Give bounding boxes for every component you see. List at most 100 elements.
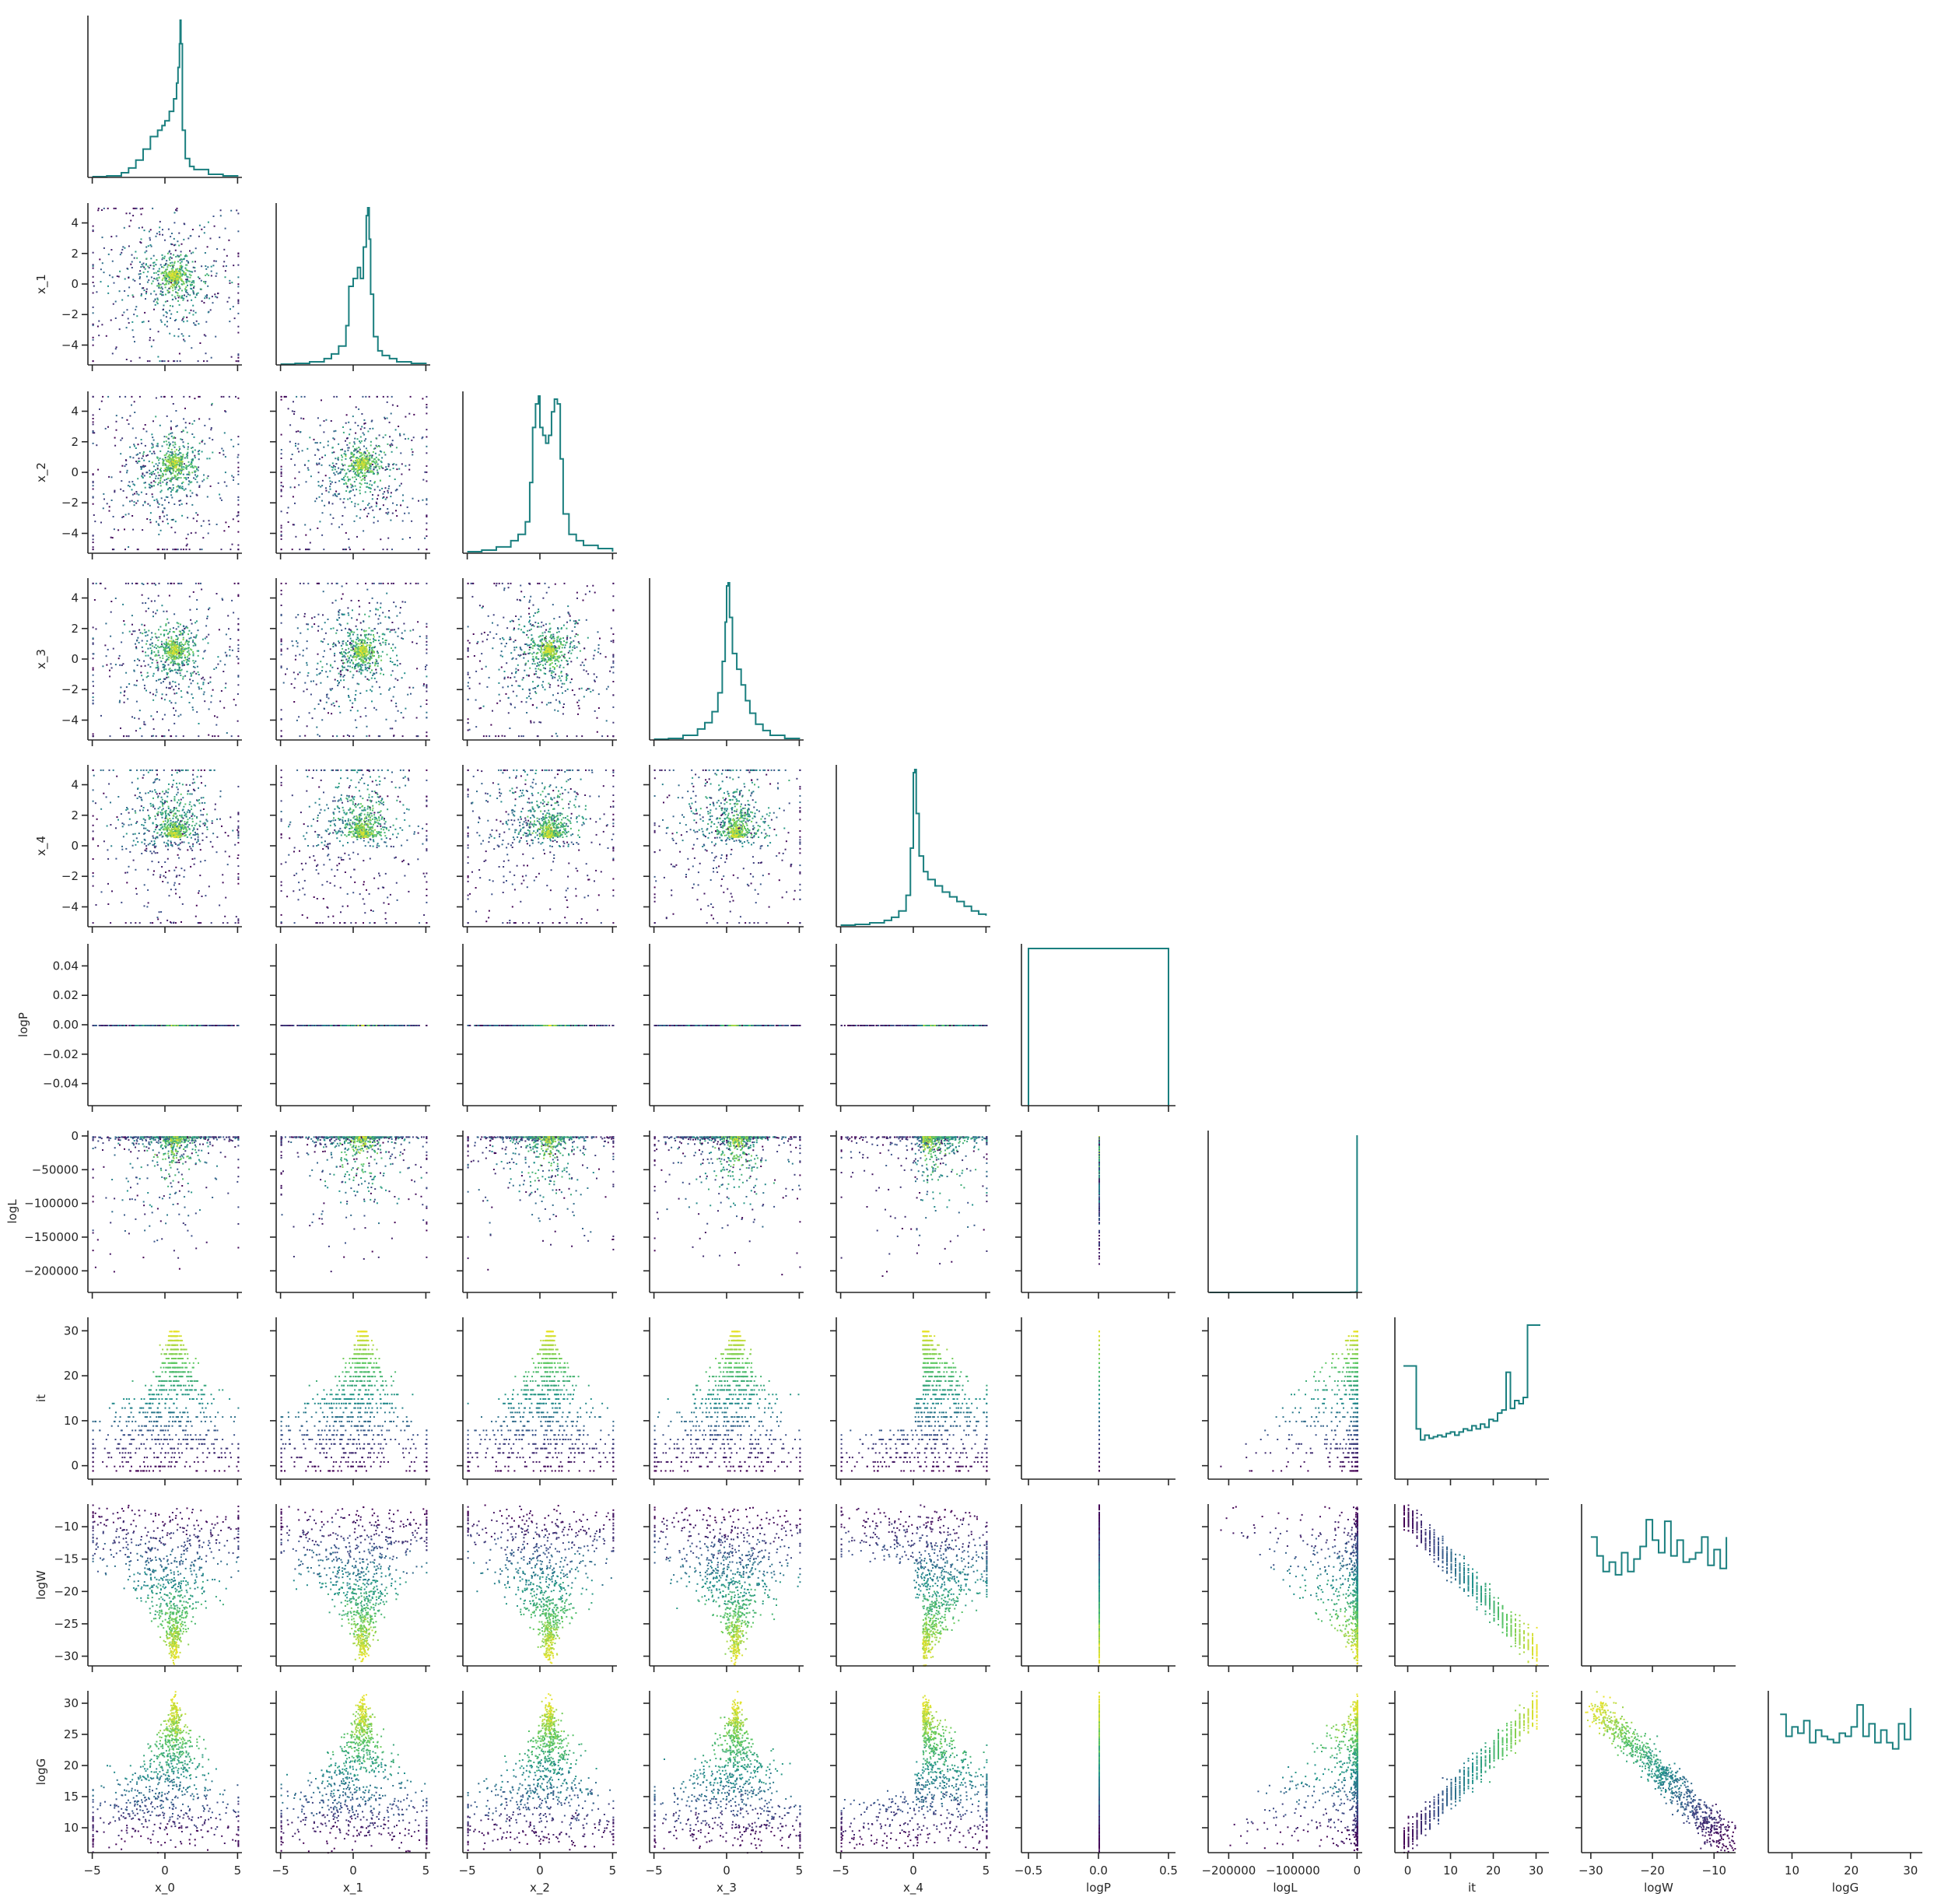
scatter-point (156, 272, 157, 274)
scatter-point (168, 290, 170, 292)
scatter-point (157, 356, 159, 358)
scatter-point (93, 337, 94, 338)
scatter-point (237, 265, 239, 266)
scatter-point (186, 280, 187, 282)
scatter-point (205, 281, 206, 282)
scatter-point (198, 360, 199, 362)
scatter-point (170, 305, 171, 307)
scatter-point (171, 279, 173, 281)
histogram-x_0 (93, 20, 238, 177)
scatter-point (141, 213, 142, 215)
scatter-point (170, 265, 171, 267)
scatter-point (207, 246, 208, 247)
scatter-point (192, 252, 194, 254)
scatter-point (203, 360, 205, 362)
scatter-point (193, 291, 194, 293)
scatter-point (134, 341, 135, 342)
scatter-point (179, 353, 180, 355)
scatter-point (169, 333, 170, 335)
scatter-point (190, 284, 191, 286)
scatter-point (136, 208, 138, 209)
scatter-point (230, 210, 232, 212)
scatter-point (191, 310, 192, 311)
scatter-point (196, 321, 198, 322)
scatter-point (167, 292, 169, 293)
scatter-point (219, 237, 220, 238)
scatter-point (223, 261, 225, 262)
scatter-point (205, 275, 206, 276)
scatter-point (150, 244, 152, 246)
scatter-point (187, 237, 189, 239)
scatter-point (147, 271, 149, 272)
scatter-point (206, 297, 208, 299)
scatter-point (144, 312, 145, 314)
scatter-point (191, 347, 192, 349)
scatter-point (117, 275, 118, 277)
scatter-point (159, 277, 160, 279)
scatter-point (160, 293, 162, 295)
scatter-point (184, 274, 185, 275)
scatter-point (115, 208, 117, 209)
scatter-point (152, 268, 154, 270)
scatter-point (167, 253, 169, 254)
scatter-point (201, 300, 203, 302)
scatter-point (237, 276, 239, 278)
scatter-point (172, 306, 173, 307)
scatter-point (226, 265, 227, 267)
scatter-point (93, 312, 94, 314)
scatter-point (215, 261, 217, 262)
scatter-point (150, 293, 152, 295)
scatter-point (120, 254, 121, 255)
scatter-point (158, 331, 159, 332)
scatter-point (181, 333, 183, 335)
scatter-point (93, 252, 94, 254)
scatter-point (173, 284, 174, 286)
scatter-point (181, 259, 183, 261)
scatter-point (178, 289, 180, 291)
scatter-point (170, 286, 172, 287)
scatter-point (122, 246, 124, 247)
scatter-point (130, 360, 131, 362)
scatter-point (139, 261, 141, 263)
scatter-point (217, 293, 219, 294)
scatter-point (177, 335, 179, 337)
scatter-point (153, 290, 155, 292)
scatter-point (151, 276, 152, 278)
scatter-point (138, 227, 140, 229)
scatter-point (112, 352, 114, 354)
scatter-point (190, 288, 191, 289)
scatter-point (177, 273, 179, 275)
scatter-point (177, 261, 179, 262)
scatter-point (185, 272, 187, 274)
scatter-point (237, 255, 239, 257)
scatter-point (164, 284, 166, 286)
scatter-point (192, 314, 194, 316)
scatter-point (171, 294, 173, 296)
scatter-point (159, 221, 161, 223)
scatter-point (147, 360, 149, 362)
scatter-point (163, 278, 164, 279)
scatter-point (166, 326, 168, 328)
scatter-point (204, 297, 205, 299)
scatter-point (98, 321, 100, 322)
scatter-point (186, 265, 187, 266)
scatter-point (156, 285, 158, 286)
scatter-point (237, 212, 239, 214)
scatter-point (195, 312, 197, 314)
scatter-point (225, 270, 226, 272)
scatter-point (196, 293, 198, 295)
scatter-point (156, 294, 157, 296)
scatter-point (184, 340, 186, 342)
scatter-point (187, 293, 189, 295)
scatter-point (150, 229, 152, 230)
scatter-point (208, 298, 210, 300)
scatter-point (155, 299, 156, 300)
scatter-point (135, 251, 136, 253)
scatter-point (208, 275, 209, 276)
scatter-point (121, 252, 122, 254)
scatter-point (211, 275, 212, 276)
scatter-point (166, 300, 168, 302)
scatter-point (138, 273, 140, 275)
scatter-point (177, 295, 178, 296)
